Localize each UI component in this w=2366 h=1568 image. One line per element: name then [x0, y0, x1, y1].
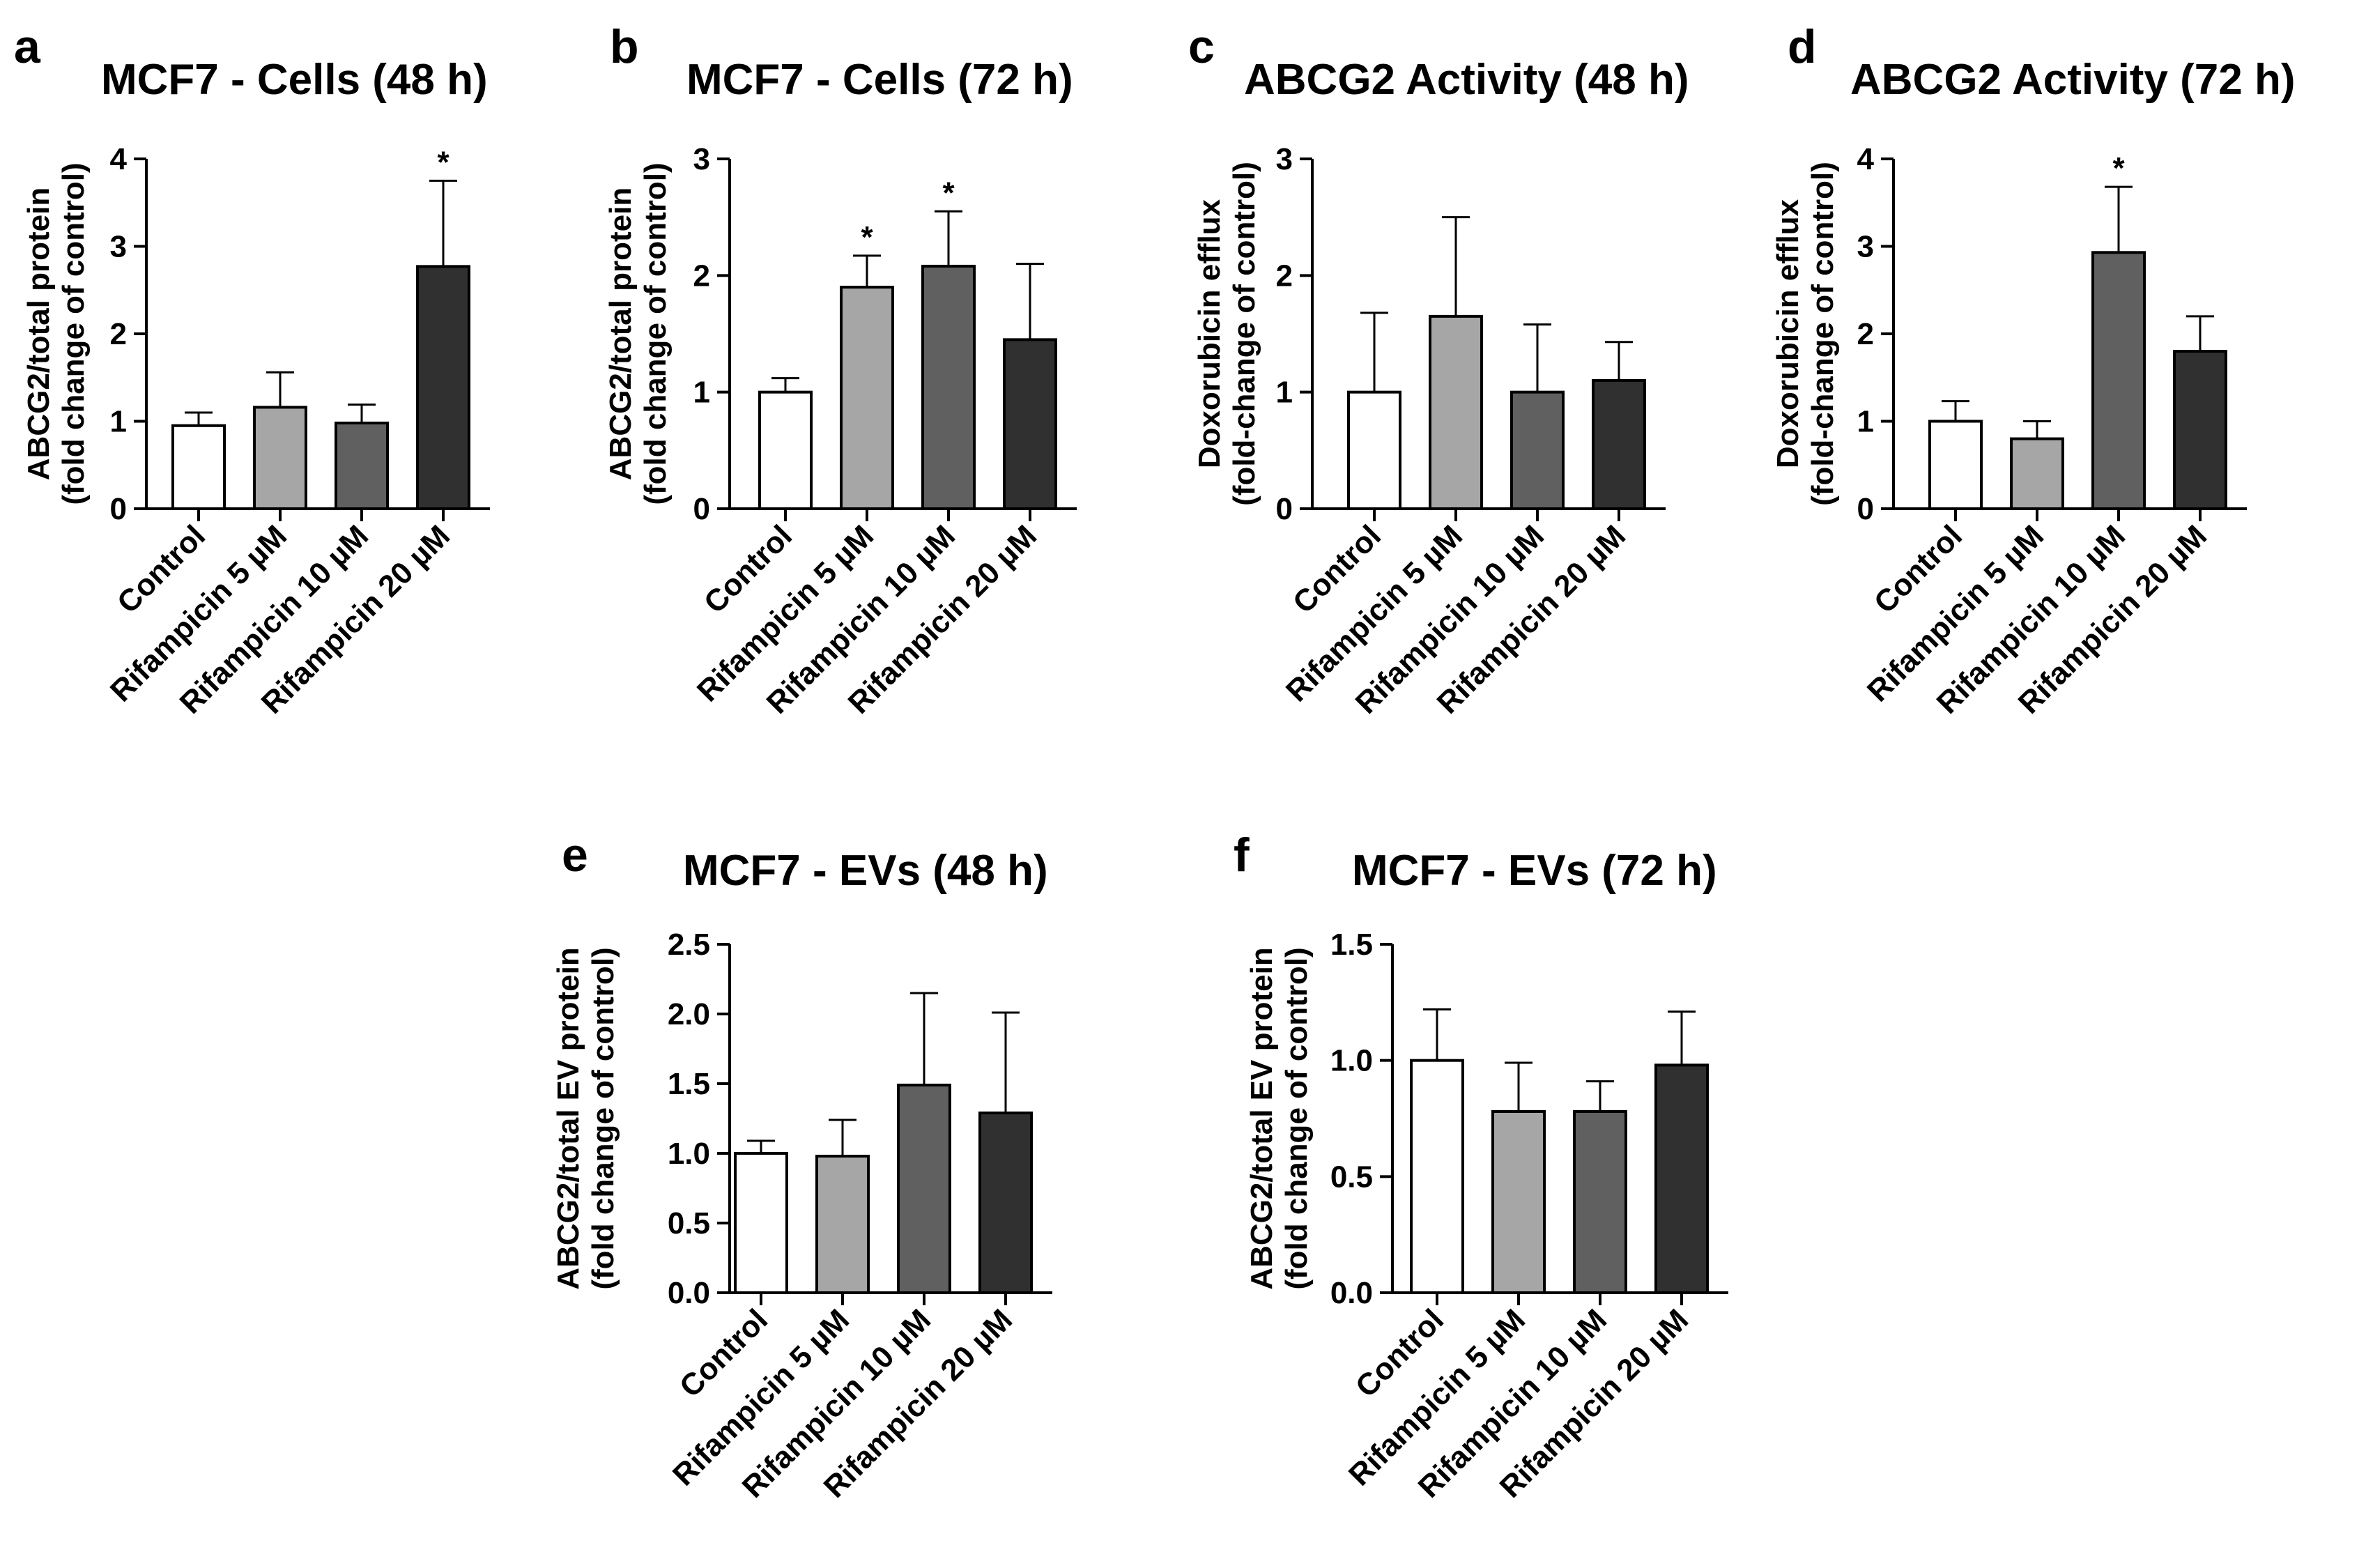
y-tick-label: 0	[693, 492, 710, 526]
y-tick-label: 1	[1276, 376, 1293, 410]
panel-c: c ABCG2 Activity (48 h) 0 1 2 3 Doxorubicin ef…	[1188, 20, 1689, 721]
panel-d: d ABCG2 Activity (72 h) 0 1 2 3 4 Doxorubicin e…	[1771, 20, 2296, 721]
y-tick-label: 1.5	[668, 1067, 710, 1101]
bar-2	[1491, 1110, 1546, 1294]
panel-b: b MCF7 - Cells (72 h) 0 1 2 3 ABCG2/total prot…	[604, 20, 1077, 721]
y-axis-label: ABCG2/total protein	[604, 187, 638, 480]
y-axis-label: ABCG2/total EV protein	[551, 947, 585, 1289]
y-tick-label: 4	[110, 142, 128, 176]
chart-title: MCF7 - EVs (72 h)	[1352, 847, 1717, 895]
bar-1	[1347, 390, 1401, 511]
chart-title: ABCG2 Activity (72 h)	[1850, 56, 2296, 104]
bar-2	[2010, 437, 2064, 510]
y-tick-label: 1.0	[1330, 1044, 1373, 1078]
bar-4	[1592, 378, 1646, 511]
y-tick-label: 0.0	[1330, 1276, 1373, 1310]
bar-4	[1654, 1063, 1709, 1295]
y-tick-label: 1	[1857, 405, 1874, 439]
y-tick-label: 0.5	[668, 1206, 710, 1240]
significance-marker: *	[942, 176, 955, 210]
panel-label: c	[1188, 20, 1215, 73]
bar-3	[2091, 251, 2146, 510]
panel-f: f MCF7 - EVs (72 h) 0.0 0.5 1.0 1.5 ABCG2/tota…	[1234, 829, 1728, 1505]
y-tick-label: 0	[1857, 492, 1874, 526]
y-axis-label: (fold change of control)	[1280, 947, 1314, 1289]
chart-title: MCF7 - Cells (72 h)	[686, 56, 1073, 104]
bar-1	[734, 1152, 788, 1294]
y-tick-label: 2	[110, 317, 127, 351]
y-tick-label: 1.0	[668, 1137, 710, 1171]
panel-e: e MCF7 - EVs (48 h) 0.0 0.5 1.0 1.5 2.0 2.5 ABCG…	[551, 829, 1052, 1505]
y-axis-label: (fold change of control)	[638, 162, 673, 505]
bar-4	[416, 265, 470, 510]
y-tick-label: 2	[1857, 317, 1874, 351]
bar-4	[2173, 350, 2227, 510]
bar-4	[978, 1112, 1033, 1294]
y-tick-label: 3	[1857, 230, 1874, 264]
bar-3	[1510, 390, 1565, 511]
y-tick-label: 2.0	[668, 997, 710, 1031]
bar-2	[815, 1155, 870, 1294]
panel-label: f	[1234, 829, 1250, 882]
chart-title: MCF7 - Cells (48 h)	[101, 56, 488, 104]
y-tick-label: 4	[1857, 142, 1875, 176]
y-tick-label: 0	[110, 492, 127, 526]
panel-a: a MCF7 - Cells (48 h) 0 1 2 3 4 ABCG2/total pro…	[14, 20, 490, 721]
y-tick-label: 2	[693, 259, 710, 293]
bar-1	[1410, 1059, 1464, 1294]
y-axis-label: (fold-change of control)	[1806, 162, 1840, 506]
significance-marker: *	[861, 220, 873, 254]
y-tick-label: 0.0	[668, 1276, 710, 1310]
y-tick-label: 1.5	[1330, 928, 1373, 962]
panel-label: a	[14, 20, 41, 73]
bar-3	[335, 422, 389, 511]
y-tick-label: 1	[110, 405, 127, 439]
chart-title: ABCG2 Activity (48 h)	[1244, 56, 1689, 104]
bar-2	[253, 406, 307, 510]
bar-1	[171, 424, 226, 511]
y-tick-label: 2.5	[668, 928, 710, 962]
bar-3	[897, 1084, 951, 1294]
bar-4	[1003, 338, 1057, 510]
panel-label: e	[562, 829, 588, 882]
bar-3	[921, 264, 976, 510]
y-tick-label: 3	[693, 142, 710, 176]
y-axis-label: (fold change of control)	[56, 162, 91, 505]
bar-2	[1429, 314, 1483, 510]
bar-2	[840, 286, 894, 510]
y-tick-label: 2	[1276, 259, 1293, 293]
significance-marker: *	[2112, 151, 2125, 185]
y-tick-label: 0.5	[1330, 1160, 1373, 1194]
bar-1	[1928, 420, 1983, 510]
bar-3	[1573, 1110, 1627, 1294]
y-axis-label: (fold change of control)	[586, 947, 620, 1289]
y-tick-label: 3	[110, 230, 127, 264]
bar-1	[758, 390, 813, 511]
significance-marker: *	[437, 145, 450, 179]
panel-label: b	[610, 20, 639, 73]
y-tick-label: 1	[693, 376, 710, 410]
chart-title: MCF7 - EVs (48 h)	[683, 847, 1048, 895]
y-axis-label: ABCG2/total EV protein	[1245, 947, 1279, 1289]
y-tick-label: 0	[1276, 492, 1293, 526]
y-axis-label: (fold-change of control)	[1227, 162, 1261, 506]
panel-label: d	[1788, 20, 1817, 73]
y-tick-label: 3	[1276, 142, 1293, 176]
y-axis-label: Doxorubicin efflux	[1771, 199, 1805, 468]
y-axis-label: Doxorubicin efflux	[1192, 199, 1227, 468]
y-axis-label: ABCG2/total protein	[22, 187, 56, 480]
